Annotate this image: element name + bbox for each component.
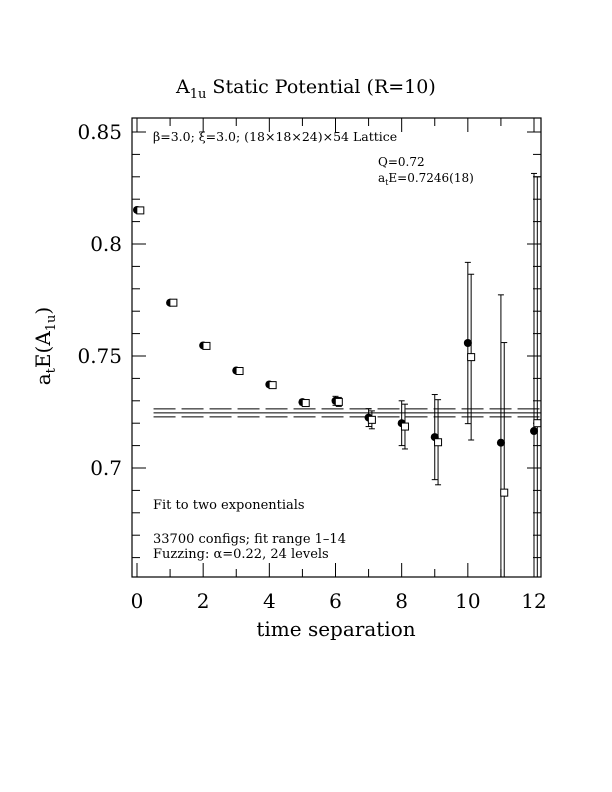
data-point-square (467, 353, 476, 362)
y-tick-label: 0.75 (77, 344, 122, 368)
data-point-square (434, 438, 443, 447)
data-point-square (169, 298, 178, 307)
data-point-circle (463, 339, 472, 348)
data-point-square (367, 415, 376, 424)
x-tick-label: 4 (263, 589, 276, 613)
y-tick-labels: 0.7 0.75 0.8 0.85 (77, 120, 122, 480)
x-tick-label: 2 (197, 589, 210, 613)
data-markers (133, 205, 542, 497)
x-axis-label: time separation (256, 617, 415, 641)
data-point-square (136, 206, 145, 215)
data-point-square (334, 397, 343, 406)
config-note: 33700 configs; fit range 1–14 (153, 532, 346, 547)
fit-note: Fit to two exponentials (153, 498, 305, 513)
fit-band (153, 408, 541, 418)
x-tick-labels: 0 2 4 6 8 10 12 (131, 589, 547, 613)
y-tick-label: 0.7 (90, 456, 122, 480)
y-axis-label: atE(A1u) (31, 307, 59, 386)
x-tick-label: 12 (521, 589, 546, 613)
data-point-square (500, 488, 509, 497)
data-point-square (301, 399, 310, 408)
data-point-circle (530, 427, 538, 436)
x-tick-label: 0 (131, 589, 144, 613)
x-tick-label: 6 (329, 589, 342, 613)
data-point-square (235, 367, 244, 376)
fit-quality-annotation: Q=0.72 (378, 155, 425, 169)
fuzzing-note: Fuzzing: α=0.22, 24 levels (153, 547, 329, 562)
data-point-square (533, 419, 542, 428)
error-bars (134, 172, 541, 577)
lattice-annotation: β=3.0; ξ=3.0; (18×18×24)×54 Lattice (153, 129, 397, 144)
y-tick-label: 0.8 (90, 232, 122, 256)
x-tick-label: 10 (455, 589, 480, 613)
data-point-square (400, 422, 409, 431)
plot-frame (131, 117, 542, 578)
data-point-circle (496, 438, 505, 447)
chart-title: A1u Static Potential (R=10) (175, 76, 436, 102)
data-point-square (268, 381, 277, 390)
x-tick-label: 8 (395, 589, 408, 613)
y-tick-label: 0.85 (77, 120, 122, 144)
fit-energy-annotation: atE=0.7246(18) (378, 171, 474, 187)
data-point-square (202, 341, 211, 350)
